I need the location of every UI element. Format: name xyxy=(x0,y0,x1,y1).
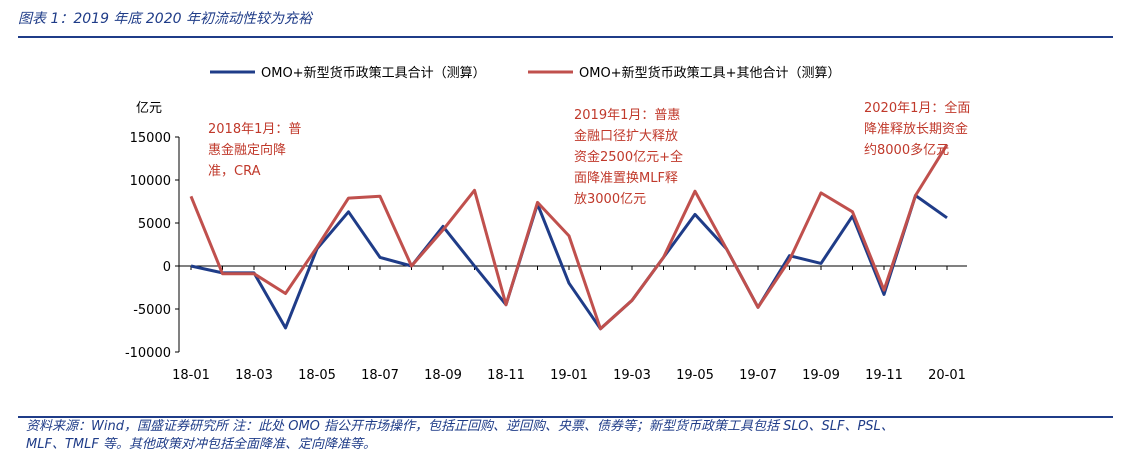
x-tick-label: 19-07 xyxy=(739,368,777,383)
x-tick-label: 18-01 xyxy=(172,368,210,383)
x-tick-label: 19-05 xyxy=(676,368,714,383)
annotations: 2018年1月：普惠金融定向降准，CRA 2019年1月：普惠金融口径扩大释放资金… xyxy=(208,100,970,207)
source-line-2: MLF、TMLF 等。其他政策对冲包括全面降准、定向降准等。 xyxy=(26,437,376,452)
series-line-2 xyxy=(189,143,949,331)
x-tick-label: 18-05 xyxy=(298,368,336,383)
annotation-line: 2020年1月：全面 xyxy=(864,100,970,116)
x-tick-label: 18-09 xyxy=(424,368,462,383)
x-tick-label: 19-11 xyxy=(865,368,903,383)
legend-label-1: OMO+新型货币政策工具合计（测算） xyxy=(261,65,486,81)
y-tick-label: 10000 xyxy=(130,174,171,189)
x-tick-label: 18-03 xyxy=(235,368,273,383)
annotation-line: 2018年1月：普 xyxy=(208,122,301,137)
series-lines xyxy=(189,143,949,331)
x-tick-label: 20-01 xyxy=(928,368,966,383)
y-tick-label: -5000 xyxy=(133,303,171,318)
y-tick-label: 5000 xyxy=(138,217,171,232)
annotation-line: 放3000亿元 xyxy=(574,192,646,207)
annotation-2: 2019年1月：普惠金融口径扩大释放资金2500亿元+全面降准置换MLF释放30… xyxy=(574,108,683,207)
top-rule xyxy=(18,36,1113,38)
annotation-1: 2018年1月：普惠金融定向降准，CRA xyxy=(208,122,301,179)
bottom-rule xyxy=(18,416,1113,418)
figure-title: 图表 1：2019 年底 2020 年初流动性较为充裕 xyxy=(18,11,312,27)
line-chart: OMO+新型货币政策工具合计（测算） OMO+新型货币政策工具+其他合计（测算） … xyxy=(125,65,970,383)
source-note: 资料来源：Wind，国盛证券研究所 注：此处 OMO 指公开市场操作，包括正回购… xyxy=(26,418,1106,454)
series-line-1 xyxy=(190,194,948,331)
x-tick-label: 18-07 xyxy=(361,368,399,383)
annotation-line: 准，CRA xyxy=(208,164,261,179)
annotation-line: 降准释放长期资金 xyxy=(864,121,968,137)
annotation-line: 约8000多亿元 xyxy=(864,142,949,158)
annotation-line: 金融口径扩大释放 xyxy=(574,128,678,144)
legend: OMO+新型货币政策工具合计（测算） OMO+新型货币政策工具+其他合计（测算） xyxy=(210,65,840,81)
annotation-line: 资金2500亿元+全 xyxy=(574,149,683,165)
x-tick-label: 18-11 xyxy=(487,368,525,383)
annotation-line: 面降准置换MLF释 xyxy=(574,171,678,186)
legend-label-2: OMO+新型货币政策工具+其他合计（测算） xyxy=(579,65,840,81)
y-axis-label: 亿元 xyxy=(136,101,162,116)
annotation-line: 2019年1月：普惠 xyxy=(574,108,680,123)
y-tick-label: 15000 xyxy=(130,131,171,146)
y-tick-label: -10000 xyxy=(125,346,171,361)
x-tick-label: 19-03 xyxy=(613,368,651,383)
annotation-3: 2020年1月：全面降准释放长期资金约8000多亿元 xyxy=(864,100,970,158)
x-tick-label: 19-01 xyxy=(550,368,588,383)
source-line-1: 资料来源：Wind，国盛证券研究所 注：此处 OMO 指公开市场操作，包括正回购… xyxy=(26,419,894,434)
x-tick-label: 19-09 xyxy=(802,368,840,383)
annotation-line: 惠金融定向降 xyxy=(208,142,286,158)
y-tick-label: 0 xyxy=(163,260,171,275)
